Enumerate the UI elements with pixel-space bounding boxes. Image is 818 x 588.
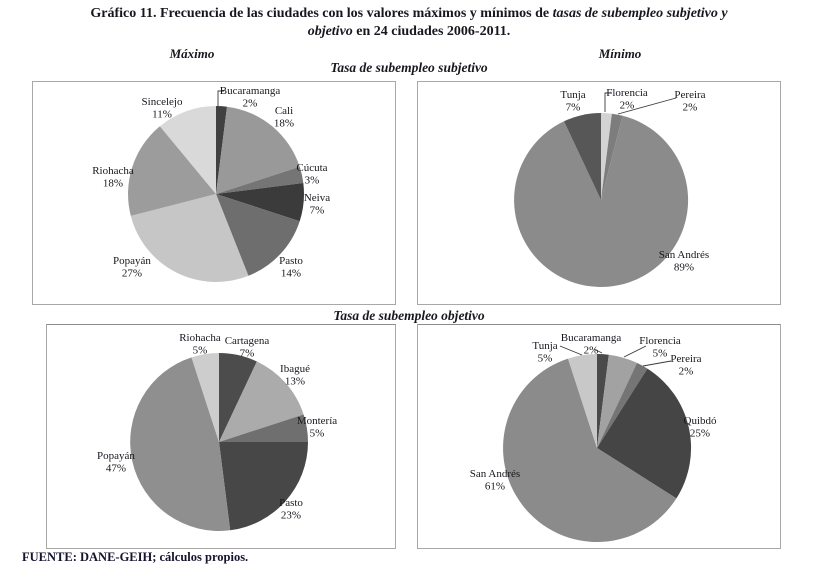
pie-slice-tunja xyxy=(568,354,597,448)
pie-chart-minimo-objetivo: Bucaramanga 2% Florencia 5% Pereira 2% Quibdó 2… xyxy=(470,332,718,542)
section-title-objetivo: Tasa de subempleo objetivo xyxy=(333,308,485,323)
label-leader-line xyxy=(623,345,647,358)
section-title-subjetivo: Tasa de subempleo subjetivo xyxy=(330,60,488,75)
slice-label-florencia: Florencia 5% xyxy=(639,335,681,360)
pie-slice-riohacha xyxy=(191,353,219,442)
slice-label-pereira: Pereira 2% xyxy=(670,353,701,378)
label-leader-line xyxy=(217,90,224,107)
pie-slice-bucaramanga xyxy=(597,353,609,448)
slice-label-florencia: Florencia 2% xyxy=(606,87,648,112)
slice-label-san-andr-s: San Andrés 61% xyxy=(470,468,520,493)
slice-label-c-cuta: Cúcuta 3% xyxy=(296,162,327,187)
slice-label-tunja: Tunja 7% xyxy=(560,89,585,114)
pie-slice-pasto xyxy=(219,442,308,531)
slice-label-riohacha: Riohacha 18% xyxy=(92,165,134,190)
column-header-minimo: Mínimo xyxy=(598,46,642,61)
slice-label-quibd-: Quibdó 25% xyxy=(684,415,718,440)
chart-panel-maximo-objetivo: Cartagena 7% Ibagué 13% Montería 5% Pasto 23% Po… xyxy=(46,324,396,549)
pie-slice-pereira xyxy=(601,113,623,200)
slice-label-cartagena: Cartagena 7% xyxy=(225,335,270,360)
slice-label-san-andr-s: San Andrés 89% xyxy=(659,249,709,274)
pie-slice-c-cuta xyxy=(216,166,304,194)
pie-slice-monter-a xyxy=(219,414,308,442)
label-leader-line xyxy=(559,345,583,356)
column-header-maximo: Máximo xyxy=(169,46,215,61)
source-note: FUENTE: DANE-GEIH; cálculos propios. xyxy=(22,550,249,564)
pie-slice-pereira xyxy=(597,362,648,448)
slice-label-popay-n: Popayán 27% xyxy=(113,255,151,280)
pie-slice-quibd- xyxy=(597,368,692,499)
slice-label-pasto: Pasto 14% xyxy=(279,255,303,280)
slice-label-monter-a: Montería 5% xyxy=(297,415,337,440)
pie-slice-popay-n xyxy=(130,357,231,531)
pie-slice-ibagu- xyxy=(219,361,304,442)
pie-slice-sincelejo xyxy=(159,106,216,194)
slice-label-pereira: Pereira 2% xyxy=(674,89,705,114)
slice-label-pasto: Pasto 23% xyxy=(279,497,303,522)
slice-label-tunja: Tunja 5% xyxy=(532,340,557,365)
slice-label-bucaramanga: Bucaramanga 2% xyxy=(561,332,622,357)
slice-label-bucaramanga: Bucaramanga 2% xyxy=(220,85,281,110)
pie-slice-florencia xyxy=(597,354,637,448)
pie-slice-florencia xyxy=(601,113,612,200)
label-leader-line xyxy=(617,97,677,115)
pie-slice-san-andr-s xyxy=(503,358,677,542)
slice-label-sincelejo: Sincelejo 11% xyxy=(142,96,183,121)
figure-title-line2: objetivo en 24 ciudades 2006-2011. xyxy=(307,24,511,39)
chart-panel-minimo-subjetivo: Florencia 2% Pereira 2% San Andrés 89% Tunja 7% xyxy=(417,81,781,305)
pie-slice-bucaramanga xyxy=(216,106,227,194)
label-leader-line xyxy=(642,360,672,367)
label-leader-line xyxy=(593,348,603,354)
chart-panel-maximo-subjetivo: Bucaramanga 2% Cali 18% Cúcuta 3% Neiva 7% Pasto… xyxy=(32,81,396,305)
figure-title-line1: Gráfico 11. Frecuencia de las ciudades c… xyxy=(90,6,728,21)
pie-chart-minimo-subjetivo: Florencia 2% Pereira 2% San Andrés 89% Tunja 7% xyxy=(514,87,709,287)
pie-slice-san-andr-s xyxy=(514,115,689,287)
pie-slice-cartagena xyxy=(219,353,257,442)
slice-label-riohacha: Riohacha 5% xyxy=(179,332,221,357)
pie-slice-neiva xyxy=(216,183,304,222)
pie-slice-tunja xyxy=(564,113,601,200)
pie-slice-cali xyxy=(216,106,300,194)
slice-label-neiva: Neiva 7% xyxy=(304,192,330,217)
pie-chart-maximo-objetivo: Cartagena 7% Ibagué 13% Montería 5% Pasto 23% Po… xyxy=(97,332,337,531)
chart-panel-minimo-objetivo: Bucaramanga 2% Florencia 5% Pereira 2% Quibdó 2… xyxy=(417,324,781,549)
label-leader-line xyxy=(604,92,612,112)
slice-label-popay-n: Popayán 47% xyxy=(97,450,135,475)
pie-slice-popay-n xyxy=(130,194,249,282)
slice-label-cali: Cali 18% xyxy=(274,105,294,130)
pie-slice-riohacha xyxy=(128,126,216,216)
slice-label-ibagu-: Ibagué 13% xyxy=(280,363,310,388)
pie-slice-pasto xyxy=(216,194,300,276)
figure-title: Gráfico 11. Frecuencia de las ciudades c… xyxy=(0,5,818,41)
pie-chart-maximo-subjetivo: Bucaramanga 2%Cali 18% Cúcuta 3% Neiva 7% Pasto… xyxy=(92,85,330,282)
